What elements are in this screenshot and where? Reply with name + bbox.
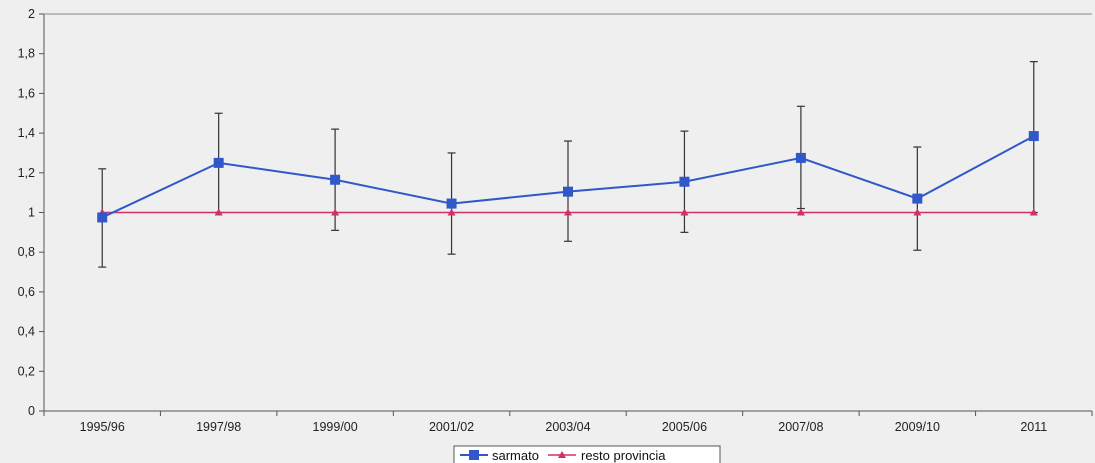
point-resto-provincia (214, 208, 223, 216)
point-resto-provincia (796, 208, 805, 216)
x-tick-label: 2011 (1020, 420, 1047, 434)
y-tick-label: 0,4 (18, 325, 35, 339)
y-tick-label: 1,4 (18, 126, 35, 140)
point-sarmato (97, 212, 108, 223)
point-resto-provincia (913, 208, 922, 216)
y-tick-label: 1,8 (18, 47, 35, 61)
legend: sarmato resto provincia (453, 445, 721, 463)
y-tick-label: 0,8 (18, 245, 35, 259)
point-sarmato (912, 193, 923, 204)
x-tick-label: 2003/04 (545, 420, 590, 434)
legend-marker-sarmato (469, 450, 479, 460)
point-sarmato (795, 152, 806, 163)
x-tick-label: 2005/06 (662, 420, 707, 434)
y-tick-label: 1 (28, 206, 35, 220)
legend-label-sarmato: sarmato (492, 448, 539, 463)
point-sarmato (679, 176, 690, 187)
point-sarmato (1028, 131, 1039, 142)
point-resto-provincia (447, 208, 456, 216)
y-tick-label: 1,2 (18, 166, 35, 180)
point-sarmato (330, 174, 341, 185)
point-resto-provincia (564, 208, 572, 216)
legend-marker-resto-provincia (558, 451, 566, 458)
legend-box (453, 445, 721, 463)
point-resto-provincia (680, 208, 689, 216)
point-resto-provincia (1029, 208, 1038, 216)
y-axis-ticks: 0 0,2 0,4 0,6 0,8 1 1,2 1,4 1,6 1,8 2 (18, 7, 44, 418)
y-tick-label: 0,6 (18, 285, 35, 299)
legend-label-resto-provincia: resto provincia (581, 448, 666, 463)
y-tick-label: 0 (28, 404, 35, 418)
y-tick-label: 2 (28, 7, 35, 21)
point-sarmato (446, 198, 457, 209)
x-tick-label: 2009/10 (895, 420, 940, 434)
x-tick-label: 2001/02 (429, 420, 474, 434)
x-tick-label: 1999/00 (313, 420, 358, 434)
x-tick-label: 2007/08 (778, 420, 823, 434)
y-tick-label: 0,2 (18, 364, 35, 378)
y-tick-label: 1,6 (18, 86, 35, 100)
x-tick-label: 1995/96 (80, 420, 125, 434)
point-resto-provincia (331, 208, 340, 216)
x-tick-label: 1997/98 (196, 420, 241, 434)
point-sarmato (213, 157, 224, 168)
point-sarmato (563, 186, 573, 197)
series-group (97, 131, 1039, 223)
x-axis-ticks: 1995/96 1997/98 1999/00 2001/02 2003/04 2005/… (43, 411, 1093, 434)
